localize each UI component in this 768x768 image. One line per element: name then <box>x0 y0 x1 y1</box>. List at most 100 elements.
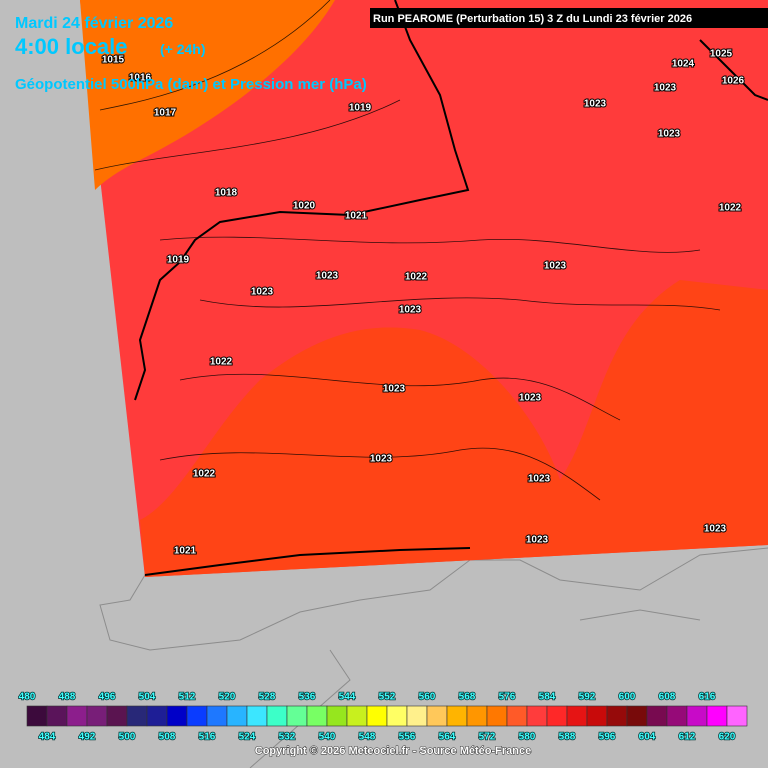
scale-label: 504 <box>139 692 156 703</box>
scale-label: 608 <box>659 692 676 703</box>
pressure-label: 1019 <box>167 255 190 266</box>
scale-label: 496 <box>99 692 116 703</box>
scale-label: 620 <box>719 732 736 743</box>
pressure-label: 1022 <box>193 469 216 480</box>
scale-label: 584 <box>539 692 556 703</box>
scale-label: 536 <box>299 692 316 703</box>
color-swatch <box>166 705 188 727</box>
isobar <box>179 373 621 421</box>
scale-label: 516 <box>199 732 216 743</box>
pressure-label: 1023 <box>526 535 549 546</box>
pressure-label: 1023 <box>370 454 393 465</box>
pressure-label: 1026 <box>722 76 745 87</box>
color-swatch <box>86 705 108 727</box>
lead-time: (+ 24h) <box>160 41 206 57</box>
coastline <box>699 39 768 101</box>
isobar <box>159 447 601 501</box>
pressure-label: 1024 <box>672 59 695 70</box>
scale-label: 564 <box>439 732 456 743</box>
pressure-label: 1023 <box>544 261 567 272</box>
color-swatch <box>346 705 368 727</box>
scale-label: 612 <box>679 732 696 743</box>
pressure-label: 1023 <box>251 287 274 298</box>
pressure-label: 1023 <box>704 524 727 535</box>
color-swatch <box>126 705 148 727</box>
color-swatch <box>486 705 508 727</box>
pressure-label: 1023 <box>519 393 542 404</box>
isobar <box>199 297 721 311</box>
color-swatch <box>666 705 688 727</box>
color-swatch <box>146 705 168 727</box>
coastline <box>99 559 471 651</box>
color-swatch <box>46 705 68 727</box>
field-name: Géopotentiel 500hPa (dam) et Pression me… <box>15 76 367 93</box>
pressure-label: 1016 <box>129 73 152 84</box>
scale-label: 484 <box>39 732 56 743</box>
pressure-label: 1022 <box>719 203 742 214</box>
scale-label: 488 <box>59 692 76 703</box>
color-swatch <box>386 705 408 727</box>
scale-label: 568 <box>459 692 476 703</box>
pressure-label: 1021 <box>345 211 368 222</box>
pressure-label: 1021 <box>174 546 197 557</box>
color-swatch <box>466 705 488 727</box>
color-swatch <box>326 705 348 727</box>
pressure-label: 1020 <box>293 201 316 212</box>
color-swatch <box>206 705 228 727</box>
scale-label: 512 <box>179 692 196 703</box>
copyright: Copyright © 2026 Meteociel.fr - Source M… <box>255 745 531 757</box>
scale-label: 500 <box>119 732 136 743</box>
color-swatch <box>366 705 388 727</box>
scale-label: 596 <box>599 732 616 743</box>
scale-label: 524 <box>239 732 256 743</box>
pressure-label: 1019 <box>349 103 372 114</box>
run-bar <box>370 8 768 28</box>
pressure-label: 1023 <box>654 83 677 94</box>
color-swatch <box>606 705 628 727</box>
color-swatch <box>446 705 468 727</box>
scale-label: 548 <box>359 732 376 743</box>
scale-label: 572 <box>479 732 496 743</box>
scale-label: 556 <box>399 732 416 743</box>
pressure-label: 1023 <box>658 129 681 140</box>
pressure-label: 1017 <box>154 108 177 119</box>
pressure-label: 1015 <box>102 55 125 66</box>
pressure-label: 1023 <box>399 305 422 316</box>
color-swatch <box>266 705 288 727</box>
scale-label: 600 <box>619 692 636 703</box>
color-swatch <box>426 705 448 727</box>
color-swatch <box>306 705 328 727</box>
color-swatch <box>526 705 548 727</box>
coastline <box>249 649 351 768</box>
scale-label: 508 <box>159 732 176 743</box>
scale-label: 544 <box>339 692 356 703</box>
color-swatch <box>566 705 588 727</box>
color-swatch <box>26 705 48 727</box>
date: Mardi 24 février 2026 <box>15 15 173 32</box>
color-swatch <box>686 705 708 727</box>
color-swatch <box>186 705 208 727</box>
scale-label: 540 <box>319 732 336 743</box>
color-swatch <box>626 705 648 727</box>
run-info: Run PEAROME (Perturbation 15) 3 Z du Lun… <box>373 13 692 25</box>
isobars <box>94 0 721 501</box>
color-swatch <box>506 705 528 727</box>
color-swatch <box>246 705 268 727</box>
scale-label: 552 <box>379 692 396 703</box>
color-scale: 480 488 496 504 512 520 528 536 544 552 560 568 576 5… <box>18 691 748 743</box>
color-swatch <box>406 705 428 727</box>
coastline <box>144 547 471 576</box>
pressure-label: 1018 <box>215 188 238 199</box>
outside-land <box>99 547 768 768</box>
coastline <box>579 609 701 621</box>
color-swatch <box>66 705 88 727</box>
pressure-labels: 1015 1016 1017 1019 1023 1024 1025 1026 … <box>101 48 746 558</box>
coastline <box>470 547 768 591</box>
color-swatch <box>706 705 728 727</box>
pressure-label: 1023 <box>383 384 406 395</box>
coastline <box>134 0 470 401</box>
pressure-label: 1022 <box>405 272 428 283</box>
scale-label: 520 <box>219 692 236 703</box>
scale-label: 592 <box>579 692 596 703</box>
